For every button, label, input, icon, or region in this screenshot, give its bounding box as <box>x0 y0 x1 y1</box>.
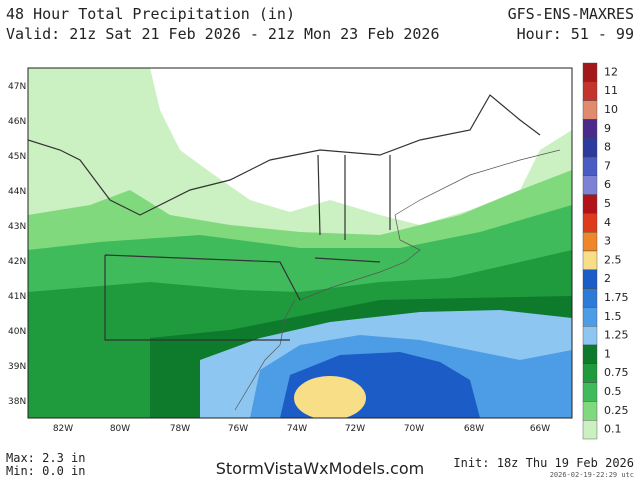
legend-swatch <box>582 382 598 402</box>
legend-swatch <box>582 344 598 364</box>
legend-label: 1.25 <box>604 329 629 342</box>
legend-label: 1 <box>604 347 611 360</box>
lon-label: 78W <box>170 424 190 434</box>
lon-label: 74W <box>287 424 307 434</box>
legend-label: 9 <box>604 122 611 135</box>
title: 48 Hour Total Precipitation (in) <box>6 5 295 23</box>
legend-label: 7 <box>604 159 611 172</box>
lat-label: 40N <box>8 327 26 337</box>
timestamp: 2026-02-19-22:29 utc <box>550 471 634 479</box>
legend-label: 2 <box>604 272 611 285</box>
legend-swatch <box>582 213 598 233</box>
legend-label: 1.5 <box>604 310 622 323</box>
lon-label: 70W <box>404 424 424 434</box>
legend-label: 12 <box>604 65 618 78</box>
legend-swatch <box>582 420 598 440</box>
legend-swatch <box>582 62 598 82</box>
lon-label: 80W <box>110 424 130 434</box>
legend-label: 8 <box>604 141 611 154</box>
legend-label: 10 <box>604 103 618 116</box>
lon-label: 66W <box>530 424 550 434</box>
legend-label: 0.25 <box>604 404 629 417</box>
hours: Hour: 51 - 99 <box>517 25 634 43</box>
lat-label: 42N <box>8 257 26 267</box>
legend-swatch <box>582 250 598 270</box>
legend-swatch <box>582 194 598 214</box>
legend-label: 0.75 <box>604 366 629 379</box>
lon-label: 68W <box>464 424 484 434</box>
legend-swatch <box>582 269 598 289</box>
legend-swatch <box>582 288 598 308</box>
lat-label: 39N <box>8 362 26 372</box>
lat-label: 43N <box>8 222 26 232</box>
legend-swatch <box>582 175 598 195</box>
legend-swatch <box>582 156 598 176</box>
legend-swatch <box>582 81 598 101</box>
legend-label: 2.5 <box>604 253 622 266</box>
legend-swatch <box>582 119 598 139</box>
lon-label: 76W <box>228 424 248 434</box>
legend-label: 5 <box>604 197 611 210</box>
legend-label: 0.5 <box>604 385 622 398</box>
init-time: Init: 18z Thu 19 Feb 2026 <box>453 456 634 470</box>
lat-label: 46N <box>8 117 26 127</box>
min: Min: 0.0 in <box>6 464 85 478</box>
max: Max: 2.3 in <box>6 451 85 465</box>
lat-label: 38N <box>8 397 26 407</box>
lat-label: 44N <box>8 187 26 197</box>
model: GFS-ENS-MAXRES <box>508 5 634 23</box>
lon-label: 72W <box>345 424 365 434</box>
lat-label: 45N <box>8 152 26 162</box>
legend-swatch <box>582 231 598 252</box>
legend-label: 11 <box>604 84 618 97</box>
lat-label: 47N <box>8 82 26 92</box>
valid-time: Valid: 21z Sat 21 Feb 2026 - 21z Mon 23 … <box>6 25 439 43</box>
legend-label: 3 <box>604 235 611 248</box>
legend-label: 4 <box>604 216 611 229</box>
legend-label: 0.1 <box>604 423 622 436</box>
lon-label: 82W <box>53 424 73 434</box>
legend-swatch <box>582 326 598 346</box>
legend-swatch <box>582 137 598 158</box>
lat-label: 41N <box>8 292 26 302</box>
legend-swatch <box>582 100 598 120</box>
legend-label: 6 <box>604 178 611 191</box>
legend-swatch <box>582 363 598 383</box>
site: StormVistaWxModels.com <box>216 459 424 478</box>
legend-label: 1.75 <box>604 291 629 304</box>
map <box>27 67 573 419</box>
color-legend: 12 11 10 9 8 7 6 5 4 3 2.5 2 1.75 1.5 1.25 1 0.75 0.5 0.25… <box>582 62 629 440</box>
legend-swatch <box>582 307 598 327</box>
legend-swatch <box>582 401 598 421</box>
